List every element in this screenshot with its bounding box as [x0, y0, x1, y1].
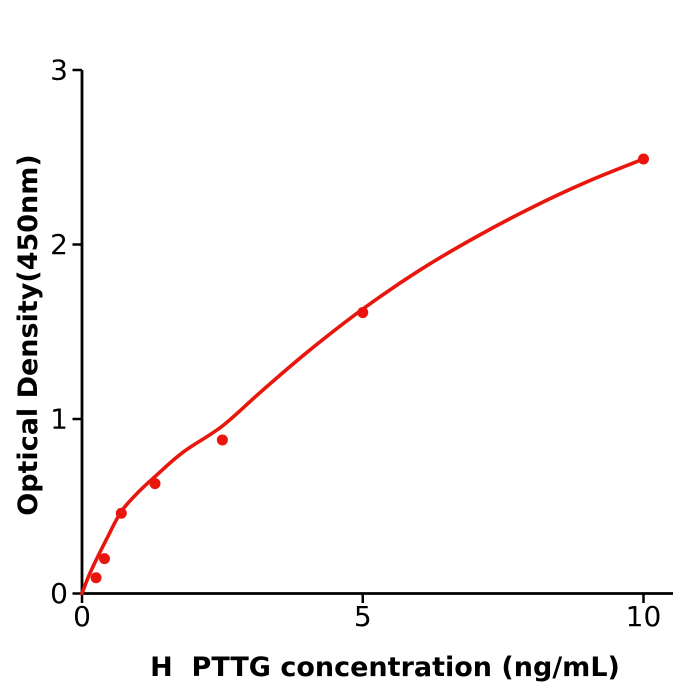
- x-tick-label: 10: [626, 600, 662, 633]
- y-tick-label: 2: [50, 228, 68, 261]
- x-axis-title: H PTTG concentration (ng/mL): [150, 652, 620, 683]
- data-point: [98, 553, 110, 565]
- axis-tick-labels: 0 5 10 0 1 2 3: [50, 54, 661, 634]
- data-point: [216, 434, 228, 446]
- x-tick-label: 0: [73, 600, 91, 633]
- axes-spines: [80, 70, 673, 595]
- y-axis-title: Optical Density(450nm): [13, 154, 44, 516]
- chart-series: [80, 153, 649, 596]
- x-tick-label: 5: [354, 600, 372, 633]
- y-tick-label: 0: [50, 577, 68, 610]
- y-tick-label: 3: [50, 54, 68, 87]
- fit-curve: [80, 157, 646, 596]
- axis-ticks: [72, 68, 645, 603]
- data-point: [90, 572, 102, 584]
- y-tick-label: 1: [50, 403, 68, 436]
